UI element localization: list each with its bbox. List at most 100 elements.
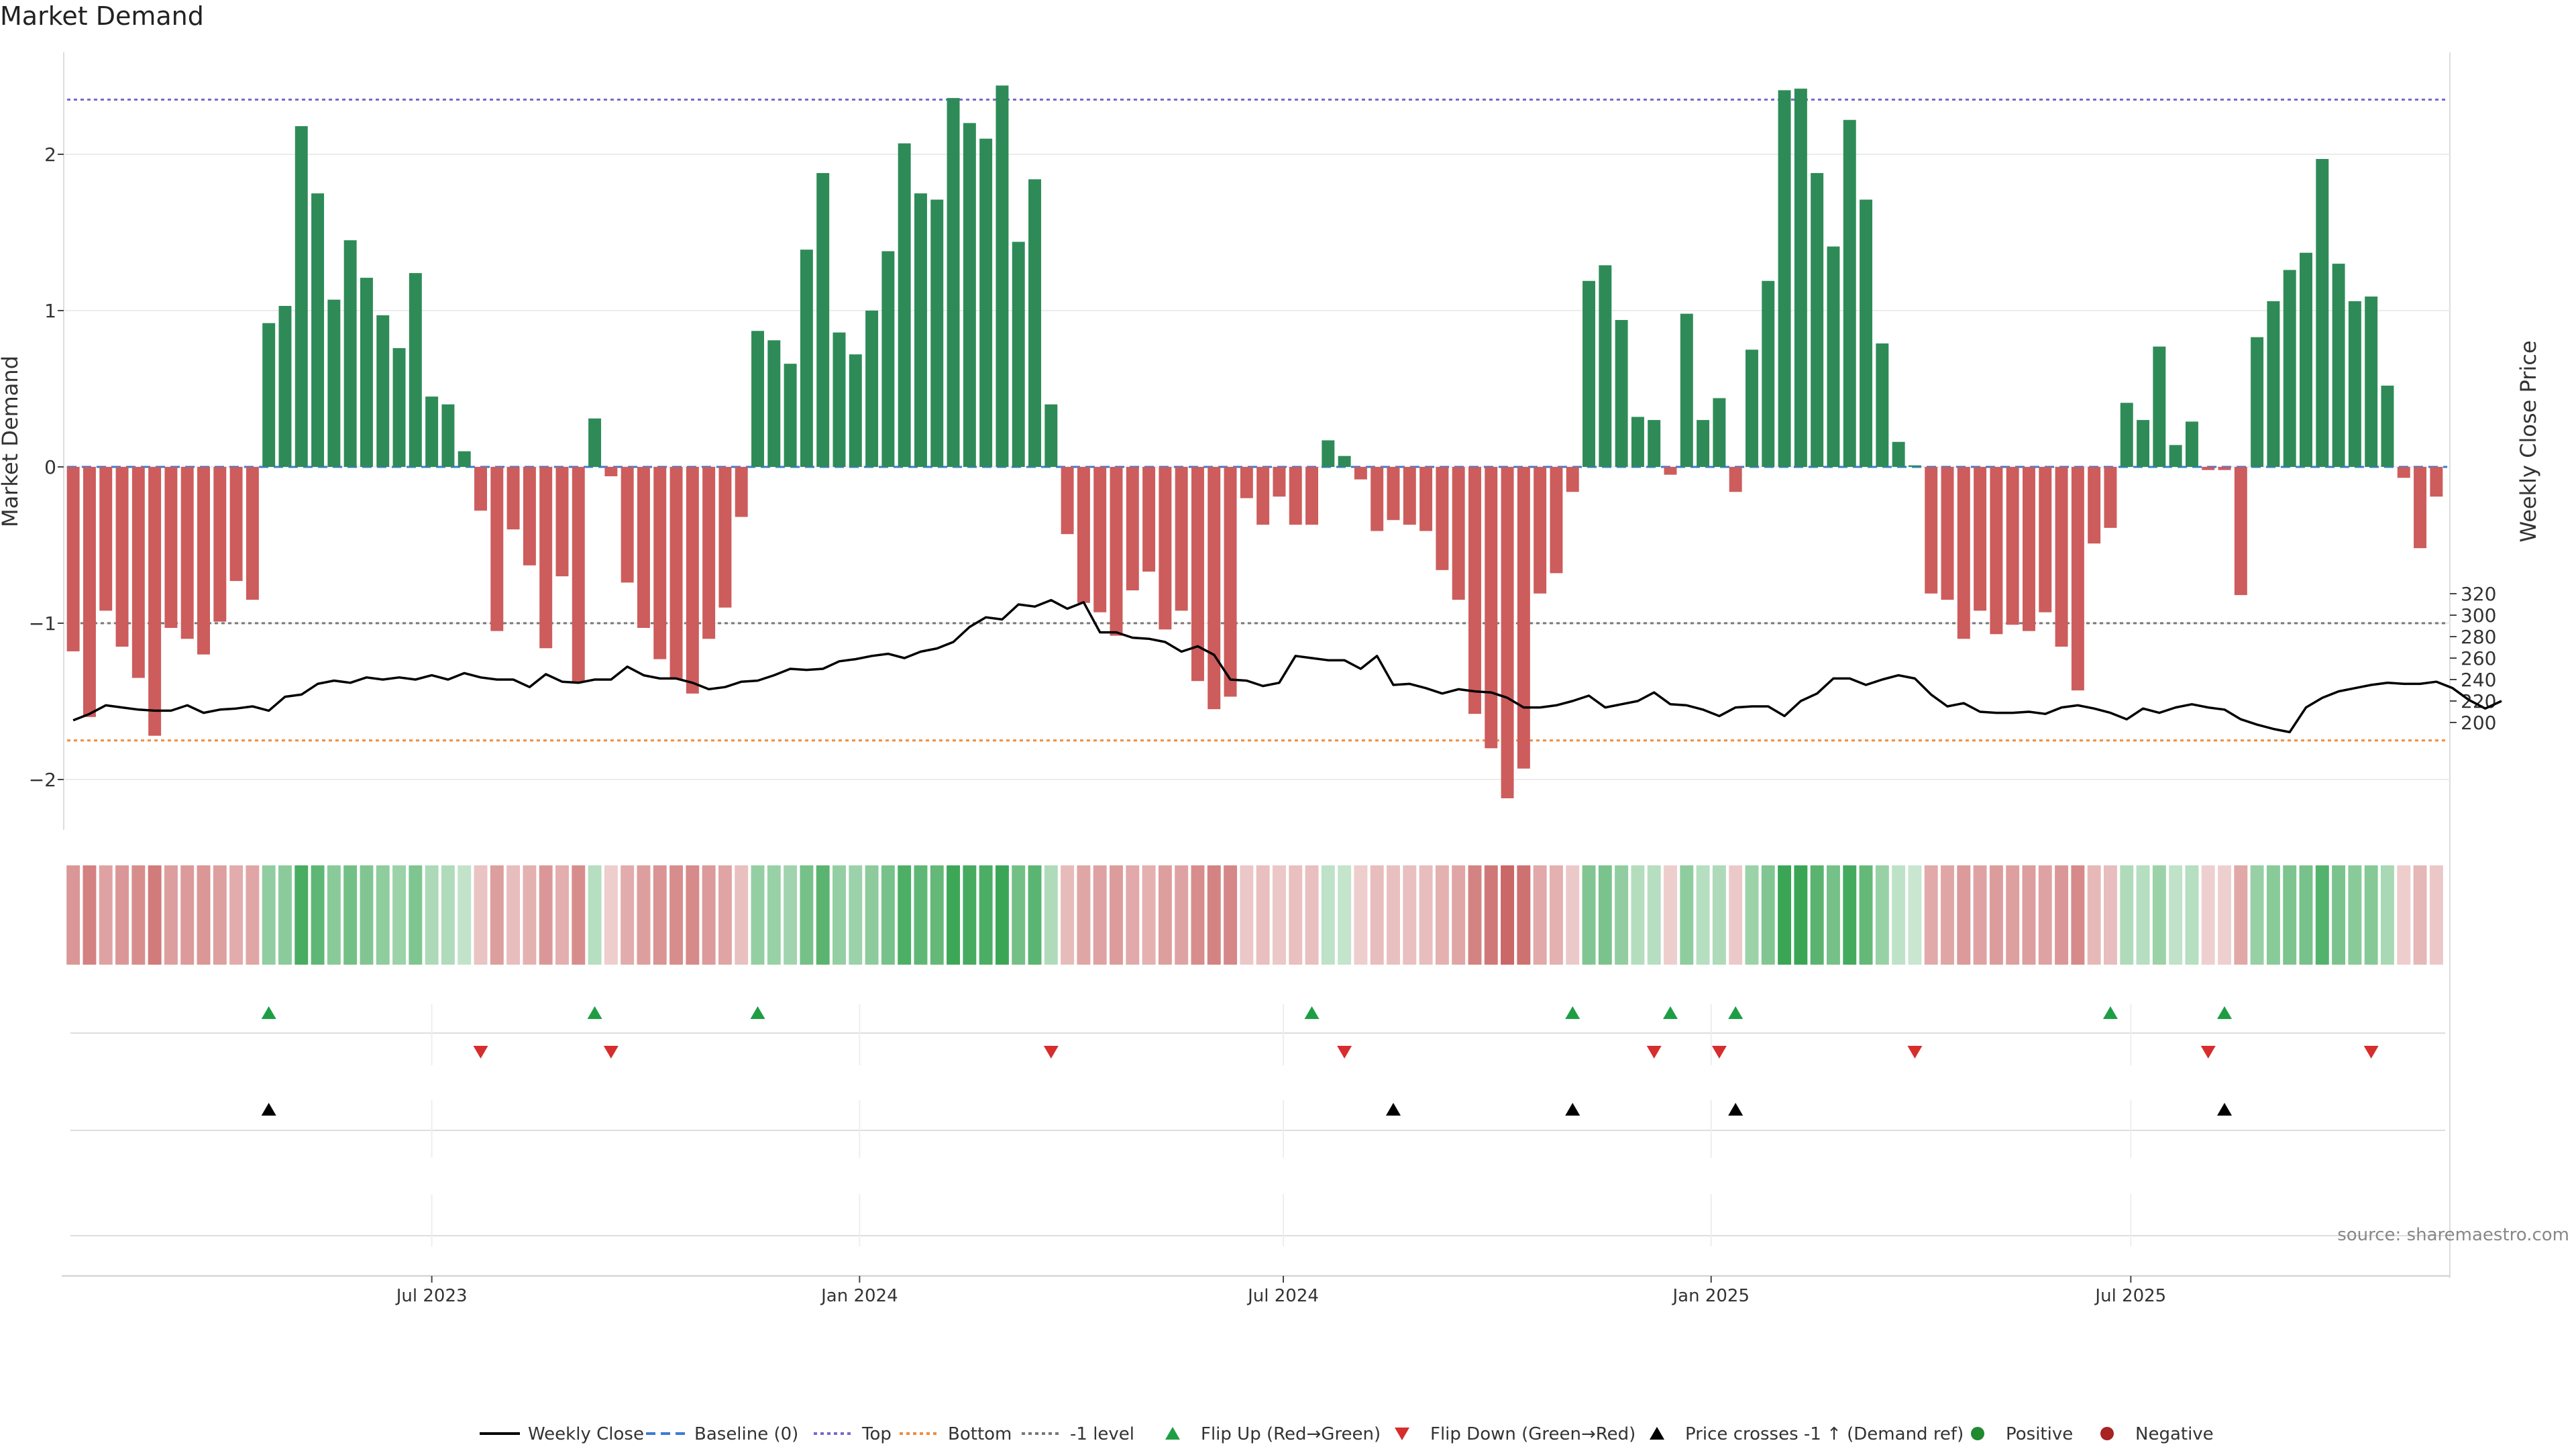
intensity-cell xyxy=(2136,865,2150,965)
price-cross-marker xyxy=(1728,1103,1743,1116)
demand-bar xyxy=(784,364,797,467)
intensity-cell xyxy=(1110,865,1123,965)
intensity-cell xyxy=(1973,865,1987,965)
intensity-cell xyxy=(539,865,553,965)
demand-bar xyxy=(1908,465,1921,467)
legend-swatch xyxy=(1395,1428,1409,1440)
intensity-cell xyxy=(1044,865,1058,965)
flip-up-marker xyxy=(261,1006,276,1019)
intensity-cell xyxy=(148,865,162,965)
demand-bar xyxy=(327,299,341,467)
demand-bar xyxy=(474,467,487,511)
x-tick-label: Jan 2025 xyxy=(1671,1286,1750,1306)
demand-bar xyxy=(1680,313,1693,467)
demand-bar xyxy=(1876,343,1889,467)
legend-label: -1 level xyxy=(1070,1424,1134,1444)
intensity-cell xyxy=(311,865,325,965)
intensity-cell xyxy=(686,865,700,965)
intensity-cell xyxy=(1321,865,1335,965)
demand-bar xyxy=(1289,467,1302,525)
intensity-cell xyxy=(2234,865,2248,965)
demand-bar xyxy=(800,250,813,467)
demand-bar xyxy=(1208,467,1221,710)
demand-bar xyxy=(2023,467,2035,631)
intensity-cell xyxy=(1859,865,1873,965)
demand-bar xyxy=(1501,467,1514,798)
demand-bar xyxy=(2267,301,2280,467)
intensity-cell xyxy=(1761,865,1775,965)
demand-bar xyxy=(1371,467,1384,531)
right-tick-label: 200 xyxy=(2461,712,2496,734)
demand-bar xyxy=(751,331,764,467)
demand-bar xyxy=(2169,445,2182,467)
demand-bar xyxy=(1028,179,1041,467)
demand-bar xyxy=(1191,467,1204,682)
demand-bar xyxy=(1354,467,1367,480)
flip-down-marker xyxy=(1907,1046,1923,1059)
demand-bar xyxy=(1061,467,1074,535)
demand-bar xyxy=(2055,467,2068,647)
demand-bar xyxy=(2039,467,2052,612)
intensity-cell xyxy=(1256,865,1270,965)
demand-bar xyxy=(572,467,585,683)
demand-bar xyxy=(2300,252,2312,467)
demand-bar xyxy=(197,467,210,655)
demand-bar xyxy=(409,273,422,467)
demand-bar xyxy=(1729,467,1742,492)
intensity-cell xyxy=(881,865,895,965)
right-axis-label: Weekly Close Price xyxy=(2516,340,2541,542)
intensity-cell xyxy=(213,865,227,965)
demand-bar xyxy=(229,467,243,582)
intensity-cell xyxy=(702,865,716,965)
demand-bar xyxy=(604,467,618,476)
intensity-cell xyxy=(1778,865,1792,965)
flip-up-marker xyxy=(587,1006,602,1019)
demand-bar xyxy=(2365,297,2378,467)
demand-bar xyxy=(898,143,911,467)
demand-bar xyxy=(278,306,292,467)
intensity-cell xyxy=(1924,865,1938,965)
intensity-cell xyxy=(2104,865,2117,965)
right-tick-label: 240 xyxy=(2461,669,2496,691)
demand-bar xyxy=(686,467,699,694)
demand-bar xyxy=(1159,467,1172,630)
demand-bar xyxy=(2251,337,2264,467)
demand-bar xyxy=(164,467,178,628)
intensity-cell xyxy=(360,865,374,965)
demand-bar xyxy=(1811,172,1824,467)
price-cross-marker xyxy=(261,1103,276,1116)
intensity-cell xyxy=(2315,865,2329,965)
intensity-cell xyxy=(833,865,846,965)
demand-bar xyxy=(2088,467,2101,544)
intensity-cell xyxy=(1729,865,1743,965)
demand-bar xyxy=(2071,467,2084,691)
demand-bar xyxy=(2234,467,2247,596)
demand-bar xyxy=(1794,89,1807,467)
intensity-cell xyxy=(2022,865,2036,965)
intensity-cell xyxy=(1240,865,1254,965)
flip-up-marker xyxy=(1304,1006,1320,1019)
intensity-cell xyxy=(2364,865,2378,965)
intensity-cell xyxy=(1501,865,1515,965)
demand-bar xyxy=(1256,467,1270,525)
demand-bar xyxy=(1305,467,1319,525)
demand-bar xyxy=(2316,158,2329,468)
flip-up-marker xyxy=(1565,1006,1580,1019)
left-tick-label: −1 xyxy=(29,612,56,635)
left-tick-label: 2 xyxy=(44,144,56,166)
legend-label: Flip Down (Green→Red) xyxy=(1430,1424,1635,1444)
intensity-cell xyxy=(1957,865,1971,965)
demand-bar xyxy=(2185,421,2198,467)
intensity-cell xyxy=(1989,865,2003,965)
intensity-cell xyxy=(409,865,423,965)
intensity-cell xyxy=(1370,865,1384,965)
intensity-cell xyxy=(490,865,504,965)
demand-bar xyxy=(1599,265,1612,467)
intensity-cell xyxy=(246,865,260,965)
flip-down-marker xyxy=(1646,1046,1662,1059)
weekly-close-line xyxy=(72,598,2502,734)
intensity-cell xyxy=(1941,865,1954,965)
demand-bar xyxy=(376,315,390,467)
demand-bar xyxy=(735,467,748,517)
demand-bar xyxy=(996,85,1009,468)
